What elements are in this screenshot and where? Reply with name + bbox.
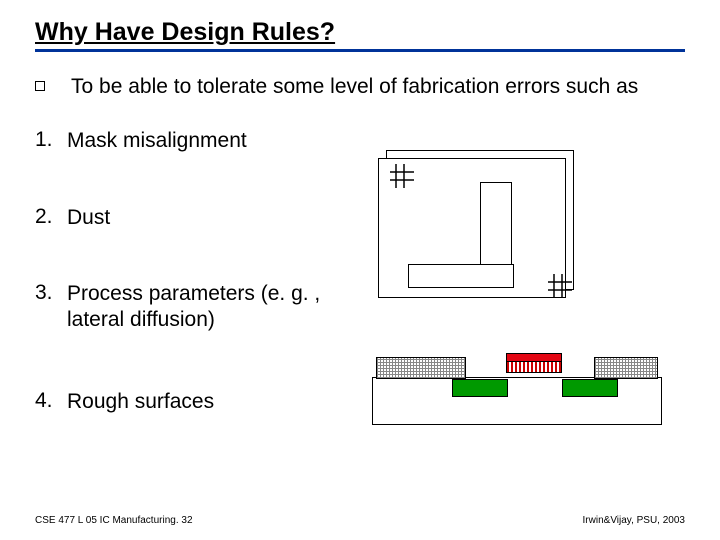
square-bullet-icon [35, 81, 45, 91]
diffusion-region [562, 379, 618, 397]
bullet-text: To be able to tolerate some level of fab… [71, 74, 638, 100]
mask-shape-front [408, 264, 514, 288]
gate-oxide [506, 361, 562, 373]
footer-left: CSE 477 L 05 IC Manufacturing. 32 [35, 515, 193, 526]
list-item: 1. Mask misalignment [35, 128, 685, 154]
slide-title: Why Have Design Rules? [35, 18, 685, 47]
alignment-mark-icon [390, 164, 414, 188]
list-number: 4. [35, 389, 67, 413]
list-item: 2. Dust [35, 205, 685, 231]
footer-right: Irwin&Vijay, PSU, 2003 [583, 515, 685, 526]
list-text: Process parameters (e. g. , lateral diff… [67, 281, 327, 334]
mask-misalignment-diagram [378, 150, 578, 300]
list-number: 1. [35, 128, 67, 152]
title-rule: Why Have Design Rules? [35, 18, 685, 52]
cross-section-diagram [372, 345, 662, 425]
list-text: Dust [67, 205, 110, 231]
list-number: 3. [35, 281, 67, 305]
substrate [372, 377, 662, 425]
oxide-region [376, 357, 466, 379]
list-text: Rough surfaces [67, 389, 214, 415]
alignment-mark-icon [548, 274, 572, 298]
oxide-region [594, 357, 658, 379]
list-item: 3. Process parameters (e. g. , lateral d… [35, 281, 685, 334]
diffusion-region [452, 379, 508, 397]
list-text: Mask misalignment [67, 128, 247, 154]
mask-shape-front [480, 182, 512, 266]
list-number: 2. [35, 205, 67, 229]
footer: CSE 477 L 05 IC Manufacturing. 32 Irwin&… [35, 515, 685, 526]
bullet-item: To be able to tolerate some level of fab… [35, 74, 685, 100]
